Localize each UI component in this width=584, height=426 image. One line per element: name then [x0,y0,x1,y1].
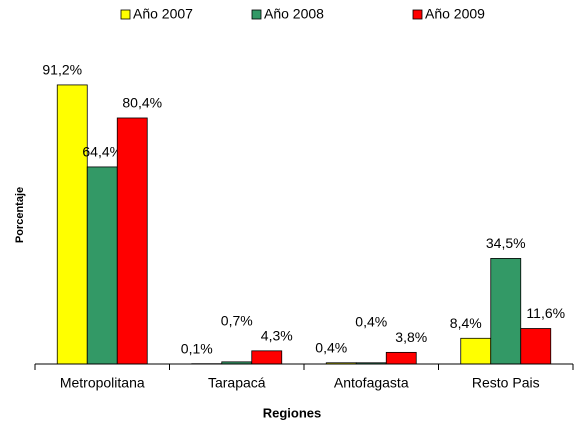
bar [460,337,492,365]
bar [251,350,283,365]
x-tick-label: Antofagasta [334,375,409,391]
data-label: 91,2% [42,62,82,78]
bar [116,117,148,365]
x-tick-label: Metropolitana [60,375,145,391]
x-tick-label: Resto Pais [472,375,540,391]
x-axis-title: Regiones [263,405,322,420]
x-tick-label: Tarapacá [208,375,266,391]
legend-label: Año 2007 [133,6,193,22]
data-label: 80,4% [122,95,162,111]
data-label: 0,4% [355,313,387,329]
data-label: 0,7% [221,313,253,329]
data-label: 4,3% [261,328,293,344]
bar [490,258,522,365]
legend-swatch [412,9,423,20]
legend-swatch [120,9,131,20]
bar [520,328,552,365]
data-label: 0,1% [181,340,213,356]
data-label: 0,4% [315,339,347,355]
data-label: 64,4% [82,144,122,160]
data-label: 11,6% [526,305,565,321]
y-axis-title: Porcentaje [14,187,26,243]
legend-swatch [251,9,262,20]
legend-label: Año 2009 [425,6,485,22]
bar [385,351,417,365]
data-label: 8,4% [450,315,482,331]
data-label: 34,5% [486,235,526,251]
data-label: 3,8% [395,329,427,345]
legend-label: Año 2008 [264,6,324,22]
bar [86,166,118,365]
bar [56,84,88,365]
